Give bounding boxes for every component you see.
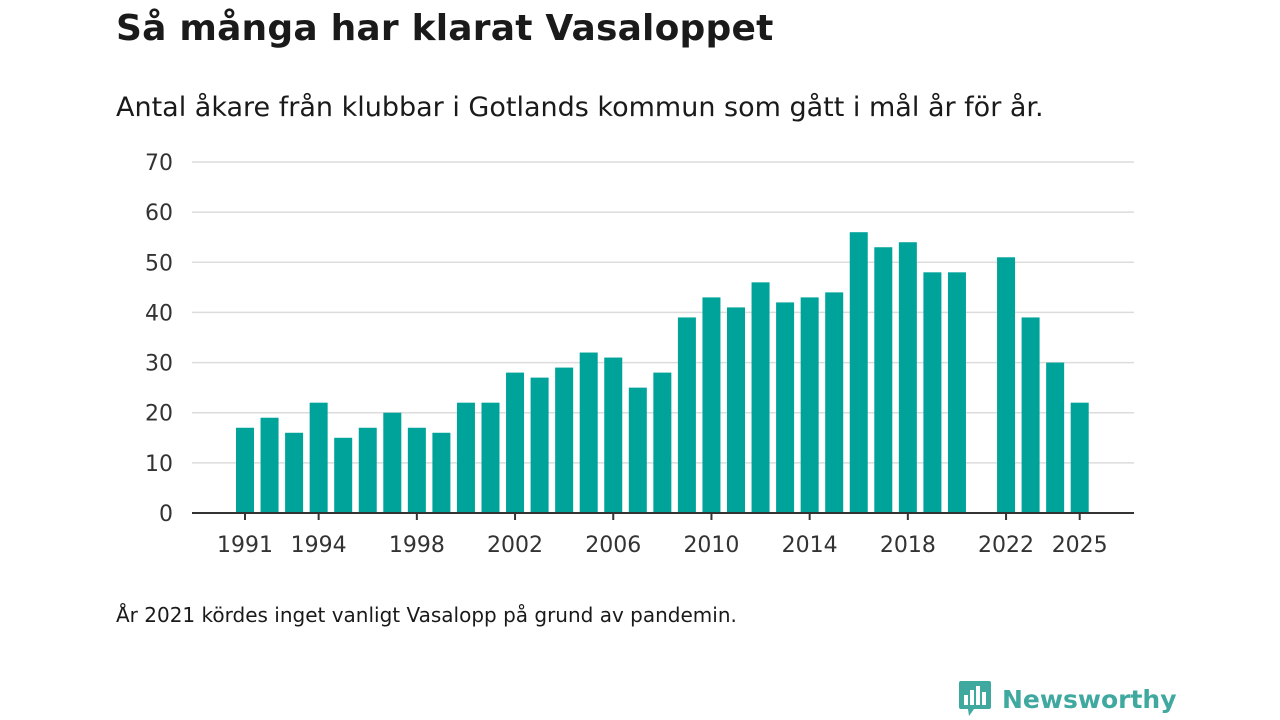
y-tick-label: 70 <box>145 151 173 176</box>
x-tick-label: 2018 <box>880 533 936 558</box>
bar-2015 <box>825 292 844 513</box>
bar-2024 <box>1046 362 1065 513</box>
axes: 0 10 20 30 40 50 60 70 1991 1994 1998 2002 2006 2010 2… <box>145 151 1134 558</box>
bar-1996 <box>358 427 377 513</box>
x-tick-label: 2014 <box>782 533 838 558</box>
bar-2017 <box>874 247 893 513</box>
bar-1998 <box>407 427 426 513</box>
y-tick-label: 40 <box>145 301 173 326</box>
bar-2005 <box>579 352 598 513</box>
x-tick-label: 2022 <box>978 533 1034 558</box>
bar-2018 <box>898 242 917 513</box>
newsworthy-logo[interactable]: Newsworthy <box>958 680 1177 718</box>
bar-2014 <box>800 297 819 513</box>
bar-2016 <box>849 232 868 513</box>
brand-name: Newsworthy <box>1002 684 1177 714</box>
bar-2007 <box>628 387 647 513</box>
bar-2003 <box>530 377 549 513</box>
bar-2001 <box>481 402 500 513</box>
bar-2023 <box>1021 317 1040 513</box>
chart-title: Så många har klarat Vasaloppet <box>116 8 774 49</box>
bar-2013 <box>776 302 795 513</box>
x-tick-label: 1991 <box>217 533 273 558</box>
bar-2000 <box>456 402 475 513</box>
bar-1997 <box>383 412 402 513</box>
bar-chart-speech-bubble-icon <box>959 681 991 716</box>
footnote: År 2021 kördes inget vanligt Vasalopp på… <box>116 603 737 627</box>
bar-2008 <box>653 372 672 513</box>
y-tick-label: 0 <box>159 502 173 527</box>
bar-1993 <box>285 432 304 513</box>
bar-2025 <box>1070 402 1089 513</box>
y-tick-label: 20 <box>145 402 173 427</box>
bar-2004 <box>555 367 574 513</box>
x-tick-label: 2025 <box>1052 533 1108 558</box>
y-tick-label: 60 <box>145 201 173 226</box>
bar-2006 <box>604 357 623 513</box>
bars <box>236 232 1089 513</box>
bar-1992 <box>260 417 279 513</box>
bar-1991 <box>236 427 254 513</box>
bar-1995 <box>334 437 353 513</box>
bar-2002 <box>506 372 525 513</box>
bar-chart: 0 10 20 30 40 50 60 70 1991 1994 1998 2002 2006 2010 2… <box>145 151 1134 558</box>
bar-2012 <box>751 282 770 513</box>
x-tick-label: 2010 <box>683 533 739 558</box>
bar-1994 <box>309 402 328 513</box>
x-tick-label: 2006 <box>585 533 641 558</box>
bar-2009 <box>677 317 696 513</box>
y-tick-label: 10 <box>145 452 173 477</box>
chart-subtitle: Antal åkare från klubbar i Gotlands komm… <box>116 92 1044 123</box>
bar-2010 <box>702 297 721 513</box>
bar-2011 <box>727 307 745 513</box>
x-tick-label: 1998 <box>389 533 445 558</box>
bar-2020 <box>947 272 966 513</box>
bar-2019 <box>923 272 942 513</box>
bar-1999 <box>432 432 451 513</box>
bar-2022 <box>997 257 1016 513</box>
y-tick-label: 30 <box>145 352 173 377</box>
x-tick-label: 1994 <box>291 533 347 558</box>
x-tick-label: 2002 <box>487 533 543 558</box>
y-tick-label: 50 <box>145 251 173 276</box>
